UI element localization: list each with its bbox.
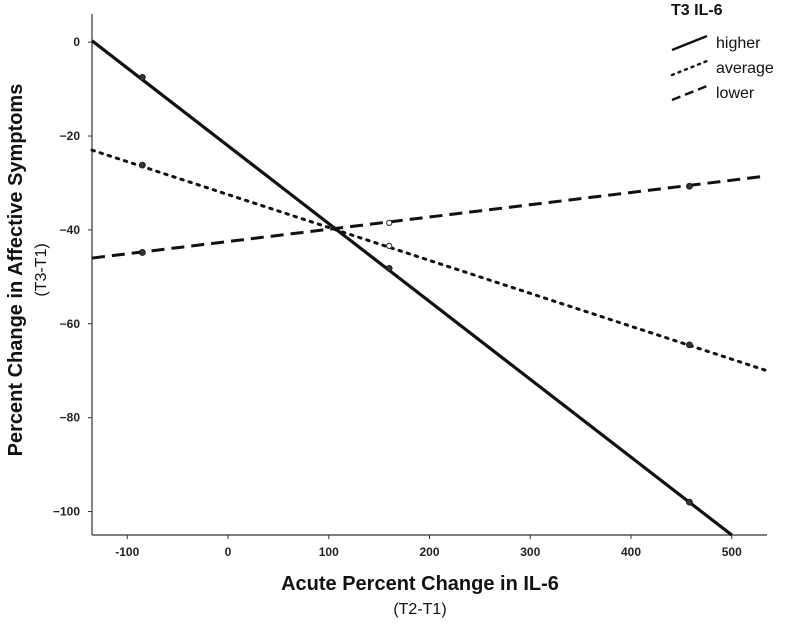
legend: T3 IL-6 higher average lower xyxy=(670,2,774,102)
y-tick-label: 0 xyxy=(73,35,80,49)
y-axis-title: Percent Change in Affective Symptoms xyxy=(5,84,27,457)
y-tick-label: −60 xyxy=(60,317,81,331)
data-point-higher xyxy=(138,73,146,81)
x-tick-label: 200 xyxy=(419,545,439,559)
x-axis-title: Acute Percent Change in IL-6 xyxy=(281,573,559,595)
x-tick-label: 100 xyxy=(319,545,339,559)
y-tick-label: −20 xyxy=(60,129,81,143)
legend-label-higher: higher xyxy=(716,35,761,52)
data-point-average xyxy=(686,341,693,349)
x-tick-label: 400 xyxy=(621,545,641,559)
series-line-average xyxy=(90,148,769,373)
open-point-average xyxy=(386,242,393,250)
x-tick-label: 300 xyxy=(520,545,540,559)
legend-swatch-higher xyxy=(671,34,708,52)
axes xyxy=(91,14,767,536)
legend-label-lower: lower xyxy=(716,85,755,102)
y-tick-label: −100 xyxy=(53,505,80,519)
data-point-average xyxy=(138,161,146,169)
data-point-lower xyxy=(686,182,693,190)
y-tick-label: −80 xyxy=(60,411,81,425)
series-line-lower xyxy=(91,174,768,260)
legend-swatch-average xyxy=(670,59,709,77)
tick-labels: -100 0 100 200 300 400 500 0 −20 −40 −60 −80 −100 xyxy=(53,35,742,559)
x-tick-label: 500 xyxy=(722,545,742,559)
series-lines xyxy=(90,39,769,537)
y-tick-label: −40 xyxy=(60,223,81,237)
legend-swatch-lower xyxy=(671,84,708,102)
legend-title: T3 IL-6 xyxy=(671,2,723,19)
x-tick-label: -100 xyxy=(115,545,139,559)
x-axis-subtitle: (T2-T1) xyxy=(393,601,446,618)
open-point-lower xyxy=(386,219,393,227)
y-axis-subtitle: (T3-T1) xyxy=(33,243,50,296)
legend-label-average: average xyxy=(716,60,774,77)
x-tick-label: 0 xyxy=(225,545,232,559)
series-line-higher xyxy=(91,39,733,537)
data-point-lower xyxy=(138,249,146,256)
data-point-higher xyxy=(686,498,693,506)
series-points xyxy=(138,73,693,506)
data-point-higher xyxy=(385,264,393,272)
